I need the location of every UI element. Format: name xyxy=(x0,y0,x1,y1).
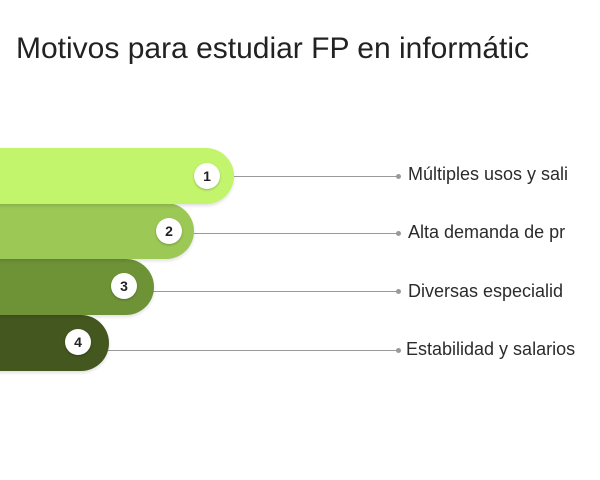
connector-line-4 xyxy=(108,348,401,353)
page-title: Motivos para estudiar FP en informátic xyxy=(16,32,530,65)
number-badge-2: 2 xyxy=(156,218,182,244)
connector-line-3 xyxy=(152,289,401,294)
number-badge-3: 3 xyxy=(111,273,137,299)
number-badge-4: 4 xyxy=(65,329,91,355)
item-label-4: Estabilidad y salarios xyxy=(406,339,576,359)
bar-4 xyxy=(0,315,109,371)
item-label-3: Diversas especialid xyxy=(408,281,564,301)
connector-line-2 xyxy=(194,231,401,236)
item-label-1: Múltiples usos y sali xyxy=(408,164,569,184)
number-badge-1: 1 xyxy=(194,163,220,189)
connector-line-1 xyxy=(234,174,401,179)
item-label-2: Alta demanda de pr xyxy=(408,222,566,242)
